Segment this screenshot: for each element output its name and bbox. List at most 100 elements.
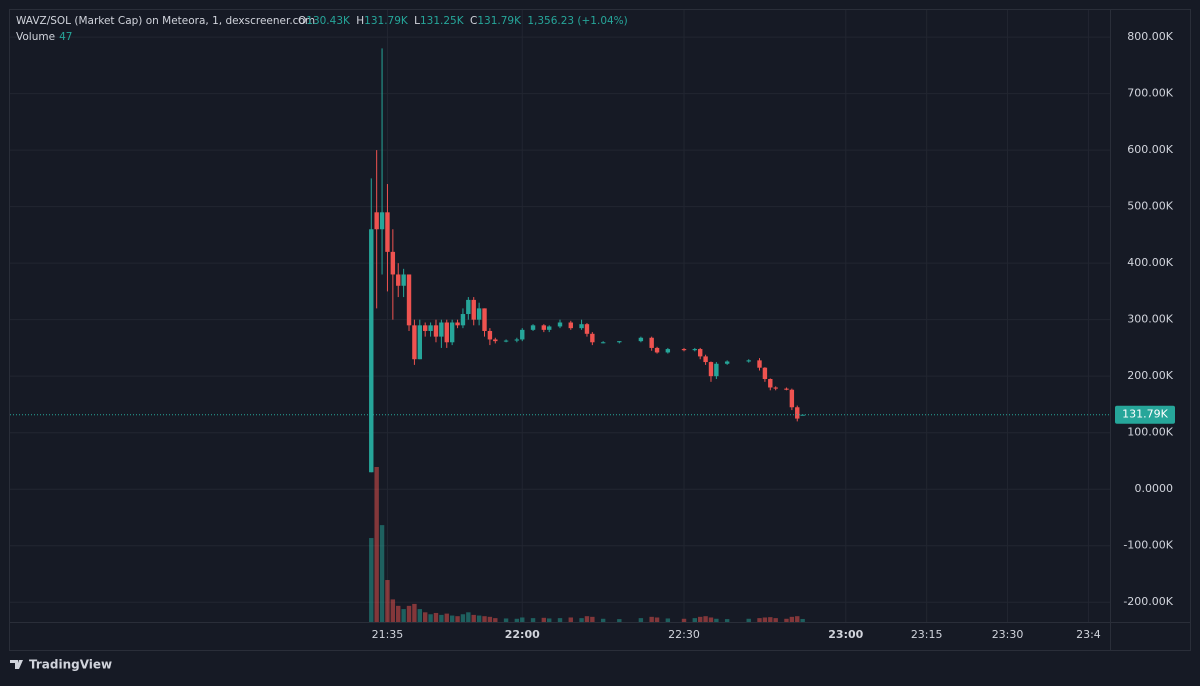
- y-tick-label: 700.00K: [1127, 87, 1173, 100]
- candle-body: [428, 325, 433, 331]
- candle-body: [547, 326, 552, 330]
- volume-bar: [757, 618, 762, 622]
- h-value: 131.79K: [364, 15, 409, 27]
- candle-body: [681, 349, 687, 351]
- candle-body: [466, 299, 471, 315]
- volume-bar: [385, 580, 390, 622]
- volume-bar: [665, 618, 671, 622]
- candle-body: [374, 212, 379, 230]
- volume-bar: [697, 616, 703, 622]
- candle-body: [708, 362, 714, 377]
- candle-body: [401, 274, 406, 286]
- y-tick-label: 100.00K: [1127, 426, 1173, 439]
- candle-body: [390, 251, 396, 275]
- volume-bar: [541, 617, 547, 622]
- volume-bar: [455, 616, 460, 622]
- volume-bar: [520, 617, 525, 622]
- candle-body: [379, 212, 385, 230]
- volume-bar: [649, 616, 654, 622]
- brand-logo: TradingView: [10, 658, 112, 672]
- volume-bar: [412, 603, 417, 622]
- volume-bar: [503, 618, 509, 622]
- volume-bar: [487, 616, 493, 622]
- x-tick-label: 23:30: [992, 628, 1024, 641]
- candle-body: [795, 407, 800, 419]
- candle-body: [422, 325, 428, 331]
- last-price-label: 131.79K: [1122, 408, 1168, 421]
- volume-bar: [530, 618, 536, 622]
- candle-body: [514, 339, 520, 341]
- y-tick-label: 400.00K: [1127, 256, 1173, 269]
- volume-bar: [714, 618, 719, 622]
- volume-legend: Volume 47: [16, 31, 72, 43]
- candle-body: [369, 229, 374, 473]
- volume-bar: [433, 612, 439, 622]
- logo-icon: [10, 660, 23, 669]
- c-value: 131.79K: [477, 15, 522, 27]
- c-label: C: [470, 15, 477, 27]
- l-value: 131.25K: [420, 15, 465, 27]
- last-price-box: [1115, 405, 1175, 424]
- volume-bar: [557, 618, 563, 622]
- candle-body: [439, 322, 444, 337]
- y-tick-label: 500.00K: [1127, 200, 1173, 213]
- candle-body: [449, 322, 455, 343]
- candle-body: [703, 356, 708, 363]
- volume-bar: [406, 605, 412, 622]
- candle-body: [784, 388, 789, 390]
- volume-bar: [795, 616, 800, 622]
- volume-bar: [789, 616, 795, 622]
- y-tick-label: 200.00K: [1127, 369, 1173, 382]
- volume-bar: [773, 618, 778, 622]
- volume-bar: [746, 618, 751, 622]
- candle-body: [487, 330, 493, 340]
- candle-body: [417, 325, 423, 360]
- volume-bar: [444, 613, 449, 622]
- volume-bar: [703, 616, 708, 622]
- x-tick-label: 23:4: [1076, 628, 1101, 641]
- h-label: H: [356, 15, 364, 27]
- x-tick-label: 23:15: [911, 628, 943, 641]
- candle-body: [471, 299, 476, 320]
- y-tick-label: 800.00K: [1127, 30, 1173, 43]
- candle-body: [746, 360, 751, 362]
- candle-body: [520, 329, 525, 340]
- change: 1,356.23 (+1.04%): [527, 15, 627, 27]
- candle-body: [714, 363, 719, 377]
- volume-bar: [417, 609, 423, 622]
- candle-body: [412, 325, 417, 360]
- candle-body: [600, 342, 606, 344]
- volume-bar: [460, 614, 466, 622]
- volume-bar: [439, 614, 444, 622]
- volume-bar: [374, 467, 379, 622]
- ohlc-legend: O130.43K H131.79K L131.25K C131.79K 1,35…: [298, 15, 628, 27]
- candle-body: [768, 379, 773, 388]
- volume-bar: [466, 612, 471, 622]
- candle-body: [762, 367, 768, 380]
- volume-bar: [617, 619, 622, 622]
- volume-bar: [401, 609, 406, 622]
- candle-body: [568, 322, 573, 329]
- candle-body: [444, 322, 449, 343]
- candle-body: [476, 308, 482, 320]
- candle-body: [482, 308, 487, 331]
- volume-bar: [724, 619, 730, 622]
- candle-body: [455, 322, 460, 326]
- candle-body: [493, 339, 498, 342]
- volume-bar: [482, 616, 487, 622]
- o-value: 130.43K: [306, 15, 351, 27]
- chart-frame: [9, 9, 1191, 651]
- volume-bar: [638, 618, 644, 622]
- x-tick-label: 21:35: [372, 628, 404, 641]
- x-tick-label: 22:30: [668, 628, 700, 641]
- candle-body: [757, 360, 762, 368]
- candle-body: [433, 325, 439, 337]
- volume-bar: [476, 615, 482, 622]
- volume-bar: [784, 618, 789, 622]
- y-tick-label: -200.00K: [1123, 595, 1173, 608]
- volume-bar: [584, 616, 590, 622]
- volume-bar: [600, 618, 606, 622]
- candle-body: [654, 347, 660, 353]
- volume-bar: [547, 618, 552, 622]
